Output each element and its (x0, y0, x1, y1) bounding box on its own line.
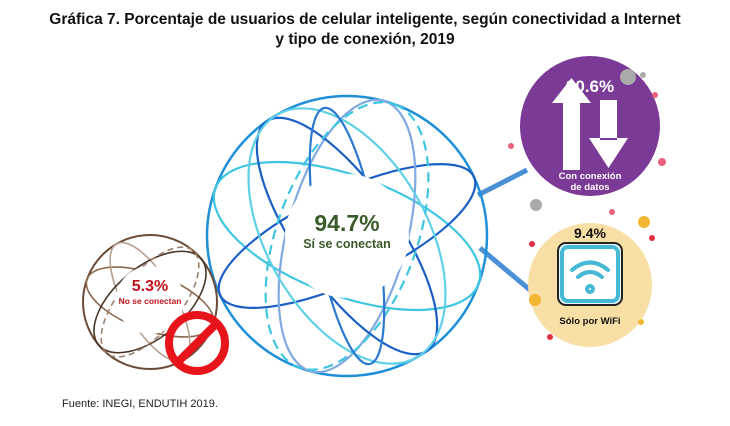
data-connection-value: 90.6% (565, 77, 615, 96)
wifi-badge (528, 216, 655, 347)
data-connection-label: Con conexión de datos (558, 171, 622, 193)
not-connected-label: 5.3% No se conectan (118, 278, 182, 306)
connector-wifi (478, 246, 532, 292)
connected-globe (205, 94, 489, 378)
wifi-value: 9.4% (574, 225, 606, 241)
arrow-up-icon (552, 78, 591, 170)
arrow-down-icon (589, 100, 628, 168)
data-connection-badge (508, 56, 666, 215)
wifi-label: Sólo por WiFi (559, 316, 621, 327)
connector-data (476, 167, 529, 198)
connected-label: 94.7% Sí se conectan (303, 210, 391, 251)
not-connected-globe (82, 234, 218, 370)
chart-title: Gráfica 7. Porcentaje de usuarios de cel… (49, 11, 681, 48)
wifi-icon (570, 260, 610, 294)
source-note: Fuente: INEGI, ENDUTIH 2019. (62, 398, 218, 410)
prohibited-icon (165, 311, 229, 375)
